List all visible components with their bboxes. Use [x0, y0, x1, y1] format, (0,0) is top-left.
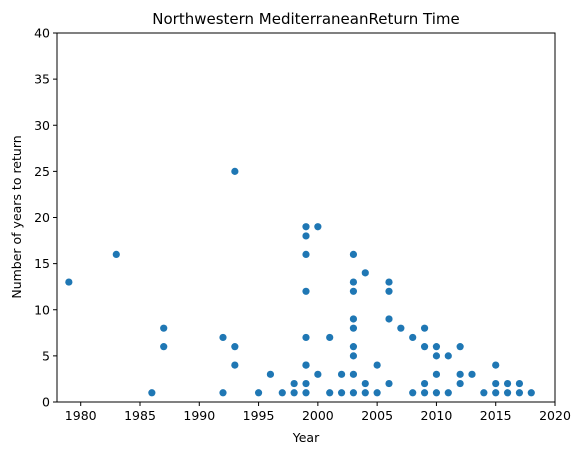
- data-point: [349, 352, 358, 360]
- x-tick-label: 2010: [421, 408, 453, 423]
- x-tick-label: 1985: [124, 408, 156, 423]
- data-point: [385, 278, 393, 286]
- data-point: [492, 379, 500, 388]
- data-point: [302, 379, 310, 388]
- data-point: [160, 324, 168, 332]
- data-point: [302, 250, 310, 258]
- data-point: [456, 343, 464, 351]
- data-point: [527, 389, 535, 397]
- data-point: [420, 343, 429, 351]
- data-point: [349, 287, 358, 295]
- data-point: [337, 389, 346, 397]
- x-tick-label: 2005: [361, 408, 393, 423]
- data-point: [444, 389, 452, 397]
- data-point: [290, 389, 298, 397]
- data-point: [373, 389, 381, 397]
- data-point: [160, 343, 168, 351]
- data-point: [266, 370, 275, 378]
- data-point: [349, 250, 358, 258]
- data-point: [361, 269, 369, 277]
- data-point: [420, 379, 429, 388]
- data-point: [492, 361, 500, 369]
- data-point: [515, 379, 524, 388]
- data-point: [480, 389, 488, 397]
- chart-title: Northwestern MediterraneanReturn Time: [152, 10, 459, 28]
- y-tick-label: 15: [34, 256, 50, 271]
- data-point: [409, 333, 417, 342]
- data-point: [254, 389, 263, 397]
- x-axis-label: Year: [292, 430, 320, 445]
- data-point: [302, 333, 310, 342]
- data-point: [361, 389, 369, 397]
- data-point: [302, 223, 310, 231]
- data-point: [219, 389, 227, 397]
- y-tick-label: 40: [34, 26, 50, 41]
- data-point: [349, 324, 358, 332]
- data-point: [468, 370, 476, 378]
- data-point: [302, 287, 310, 295]
- data-point: [302, 232, 310, 240]
- data-point: [349, 278, 358, 286]
- data-point: [326, 333, 334, 342]
- data-point: [432, 352, 441, 360]
- y-tick-label: 10: [34, 302, 50, 317]
- data-point: [456, 370, 464, 378]
- x-tick-label: 2020: [539, 408, 571, 423]
- data-point: [503, 389, 512, 397]
- data-point: [492, 389, 500, 397]
- data-point: [385, 315, 393, 323]
- data-point: [302, 361, 310, 369]
- data-point: [314, 370, 322, 378]
- data-point: [337, 370, 346, 378]
- data-point: [373, 361, 381, 369]
- data-point: [326, 389, 334, 397]
- data-point: [349, 370, 358, 378]
- x-axis: 1980 1985 1990 1995 2000 2005 2010 2015 2020: [65, 402, 571, 423]
- data-point: [231, 167, 239, 175]
- data-point: [278, 389, 286, 397]
- y-axis-label: Number of years to return: [9, 135, 24, 298]
- x-tick-label: 2015: [480, 408, 512, 423]
- x-tick-label: 2000: [302, 408, 334, 423]
- data-point: [432, 389, 441, 397]
- y-axis: 0 5 10 15 20 25 30 35 40: [34, 26, 57, 410]
- data-point: [420, 324, 429, 332]
- data-point: [349, 343, 358, 351]
- y-tick-label: 0: [42, 395, 50, 410]
- data-point: [432, 343, 441, 351]
- plot-frame: [56, 32, 556, 403]
- data-point: [231, 343, 239, 351]
- x-tick-label: 1990: [183, 408, 215, 423]
- y-tick-label: 5: [42, 348, 50, 363]
- data-point: [314, 223, 322, 231]
- data-point: [420, 389, 429, 397]
- x-tick-label: 1980: [65, 408, 97, 423]
- data-point: [290, 379, 298, 388]
- y-tick-label: 25: [34, 164, 50, 179]
- data-point: [148, 389, 156, 397]
- y-tick-label: 30: [34, 118, 50, 133]
- data-point: [432, 370, 441, 378]
- data-point: [302, 389, 310, 397]
- x-tick-label: 1995: [243, 408, 275, 423]
- data-point: [515, 389, 524, 397]
- data-point: [385, 379, 393, 388]
- data-point: [456, 379, 464, 388]
- data-point: [349, 389, 358, 397]
- data-point: [503, 379, 512, 388]
- data-points: [65, 167, 535, 397]
- data-point: [349, 315, 358, 323]
- data-point: [65, 278, 73, 286]
- data-point: [361, 379, 369, 388]
- data-point: [397, 324, 405, 332]
- y-tick-label: 35: [34, 72, 50, 87]
- data-point: [219, 333, 227, 342]
- data-point: [112, 250, 120, 258]
- data-point: [444, 352, 452, 360]
- data-point: [231, 361, 239, 369]
- y-tick-label: 20: [34, 210, 50, 225]
- data-point: [385, 287, 393, 295]
- data-point: [409, 389, 417, 397]
